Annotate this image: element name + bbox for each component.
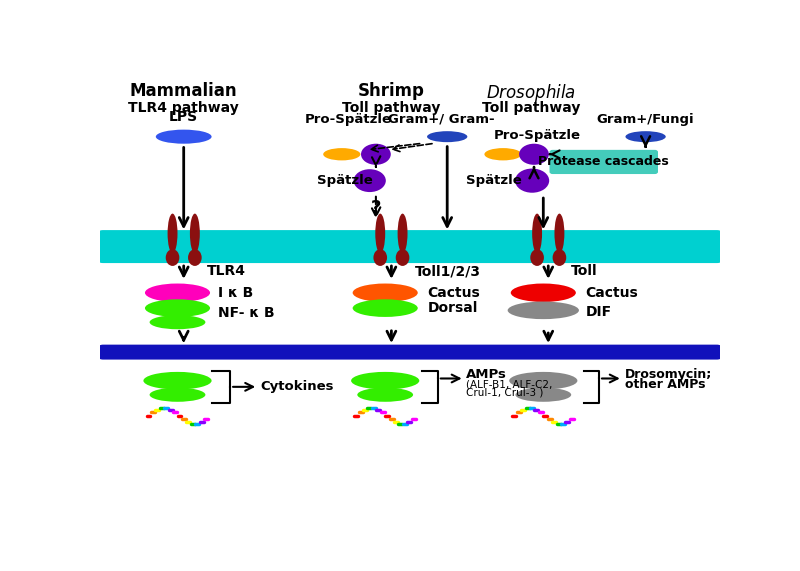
Ellipse shape — [145, 299, 210, 317]
Ellipse shape — [143, 372, 211, 389]
Ellipse shape — [396, 249, 410, 266]
Ellipse shape — [509, 372, 578, 389]
Text: Spätzle: Spätzle — [317, 174, 373, 187]
FancyBboxPatch shape — [550, 150, 658, 174]
Ellipse shape — [190, 214, 200, 253]
Text: Drosomycin;: Drosomycin; — [625, 368, 712, 381]
Text: other AMPs: other AMPs — [625, 377, 705, 391]
Text: AMPs: AMPs — [466, 368, 507, 381]
Text: Toll: Toll — [571, 264, 598, 278]
Ellipse shape — [156, 130, 211, 144]
Text: TLR4 pathway: TLR4 pathway — [128, 102, 239, 115]
Text: Spätzle: Spätzle — [466, 174, 522, 187]
Text: Toll1/2/3: Toll1/2/3 — [415, 264, 481, 278]
Ellipse shape — [427, 131, 467, 142]
Ellipse shape — [351, 372, 419, 389]
Ellipse shape — [553, 249, 566, 266]
Ellipse shape — [626, 131, 666, 142]
Ellipse shape — [358, 388, 413, 402]
Ellipse shape — [485, 148, 522, 160]
Ellipse shape — [145, 284, 210, 302]
Ellipse shape — [515, 168, 549, 193]
Text: Toll pathway: Toll pathway — [482, 102, 580, 115]
Ellipse shape — [323, 148, 360, 160]
FancyBboxPatch shape — [98, 345, 722, 360]
Text: LPS: LPS — [169, 110, 198, 124]
Ellipse shape — [374, 249, 387, 266]
Text: TLR4: TLR4 — [207, 264, 246, 278]
Text: NF- κ B: NF- κ B — [218, 305, 274, 320]
Text: Pro-Spätzle: Pro-Spätzle — [494, 129, 581, 142]
Ellipse shape — [354, 169, 386, 192]
Ellipse shape — [398, 214, 407, 253]
Text: Gram+/Fungi: Gram+/Fungi — [597, 112, 694, 126]
Ellipse shape — [150, 315, 206, 329]
Text: Gram+/ Gram-: Gram+/ Gram- — [388, 112, 494, 126]
Ellipse shape — [166, 249, 179, 266]
Ellipse shape — [519, 144, 549, 165]
Text: ?: ? — [370, 199, 381, 216]
Ellipse shape — [361, 144, 390, 165]
Text: DIF: DIF — [586, 305, 611, 319]
Text: (ALF-B1, ALF-C2,: (ALF-B1, ALF-C2, — [466, 379, 553, 389]
Ellipse shape — [353, 284, 418, 302]
Ellipse shape — [353, 299, 418, 317]
Text: Shrimp: Shrimp — [358, 82, 425, 100]
Ellipse shape — [532, 214, 542, 253]
Text: $\it{Drosophila}$: $\it{Drosophila}$ — [486, 82, 576, 104]
Text: Toll pathway: Toll pathway — [342, 102, 441, 115]
Ellipse shape — [375, 214, 385, 253]
Ellipse shape — [508, 301, 579, 319]
Text: Cactus: Cactus — [427, 286, 480, 300]
FancyBboxPatch shape — [97, 230, 723, 263]
Ellipse shape — [554, 214, 564, 253]
Text: Cactus: Cactus — [586, 286, 638, 300]
Ellipse shape — [510, 284, 576, 302]
Text: Mammalian: Mammalian — [130, 82, 238, 100]
Ellipse shape — [530, 249, 544, 266]
Ellipse shape — [188, 249, 202, 266]
Text: Pro-Spätzle: Pro-Spätzle — [305, 112, 391, 126]
Text: Dorsal: Dorsal — [427, 301, 478, 315]
Ellipse shape — [167, 214, 178, 253]
Text: Cytokines: Cytokines — [260, 380, 334, 393]
Text: Protease cascades: Protease cascades — [538, 155, 669, 168]
Text: I κ B: I κ B — [218, 286, 253, 300]
Ellipse shape — [150, 388, 206, 402]
Text: Crul-1, Crul-3 ): Crul-1, Crul-3 ) — [466, 388, 544, 398]
Ellipse shape — [515, 388, 571, 402]
